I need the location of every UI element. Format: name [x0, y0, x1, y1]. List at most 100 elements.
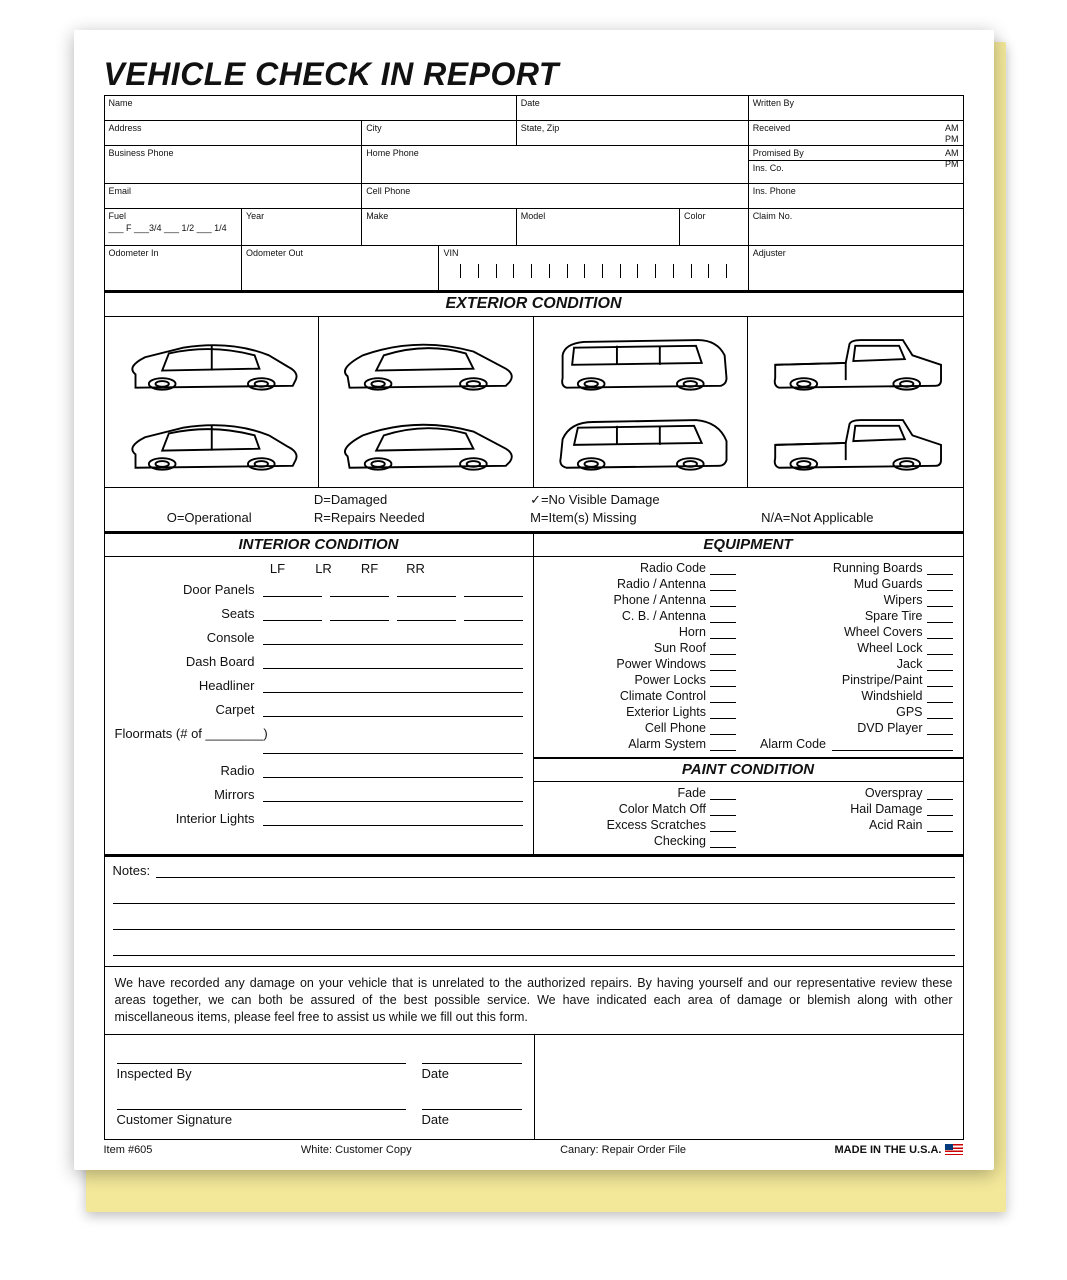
- blank[interactable]: [927, 804, 953, 816]
- fld-busphone[interactable]: Business Phone: [104, 146, 362, 184]
- lbl-am: AM: [945, 123, 959, 133]
- blank[interactable]: [464, 584, 523, 597]
- blank[interactable]: [927, 820, 953, 832]
- signature-blank[interactable]: [534, 1035, 963, 1139]
- blank[interactable]: [927, 659, 953, 671]
- fld-adjuster[interactable]: Adjuster: [748, 246, 963, 291]
- blank[interactable]: [263, 632, 523, 645]
- lbl-interior: Mirrors: [115, 787, 255, 802]
- fld-claimno[interactable]: Claim No.: [748, 209, 963, 246]
- lbl-equip: Sun Roof: [544, 641, 707, 655]
- hdr-equipment: EQUIPMENT: [534, 534, 963, 557]
- blank[interactable]: [263, 789, 523, 802]
- fld-homephone[interactable]: Home Phone: [362, 146, 749, 184]
- blank[interactable]: [263, 704, 523, 717]
- blank[interactable]: [927, 611, 953, 623]
- form-sheet: VEHICLE CHECK IN REPORT Name Date Writte…: [74, 30, 994, 1170]
- blank[interactable]: [927, 707, 953, 719]
- blank[interactable]: [710, 723, 736, 735]
- fld-insp-date[interactable]: Date: [422, 1063, 522, 1081]
- fld-custsig[interactable]: Customer Signature: [117, 1109, 406, 1127]
- blank[interactable]: [263, 741, 523, 754]
- fld-inspectedby[interactable]: Inspected By: [117, 1063, 406, 1081]
- lbl-floormats: Floormats (# of ________): [115, 726, 523, 741]
- fld-make[interactable]: Make: [362, 209, 517, 246]
- blank[interactable]: [263, 765, 523, 778]
- blank[interactable]: [927, 675, 953, 687]
- fld-vin[interactable]: VIN: [439, 246, 748, 291]
- lbl-equip: Radio / Antenna: [544, 577, 707, 591]
- blank[interactable]: [330, 584, 389, 597]
- blank[interactable]: [710, 707, 736, 719]
- fld-insco[interactable]: Ins. Co.: [748, 161, 963, 184]
- blank[interactable]: [397, 608, 456, 621]
- lbl-equip: Fade: [544, 786, 707, 800]
- blank[interactable]: [710, 836, 736, 848]
- lbl-equip: Power Windows: [544, 657, 707, 671]
- fld-color[interactable]: Color: [679, 209, 748, 246]
- notes-line-2[interactable]: [113, 890, 955, 904]
- blank[interactable]: [710, 691, 736, 703]
- fld-odoin[interactable]: Odometer In: [104, 246, 241, 291]
- blank[interactable]: [710, 675, 736, 687]
- blank[interactable]: [263, 584, 322, 597]
- blank[interactable]: [263, 656, 523, 669]
- fld-writtenby[interactable]: Written By: [748, 96, 963, 121]
- blank[interactable]: [710, 595, 736, 607]
- blank[interactable]: [927, 723, 953, 735]
- blank[interactable]: [263, 680, 523, 693]
- fld-fuel[interactable]: Fuel ___ F ___3/4 ___ 1/2 ___ 1/4: [104, 209, 241, 246]
- notes-line-3[interactable]: [113, 916, 955, 930]
- hdr-lr: LR: [301, 561, 347, 576]
- blank[interactable]: [927, 595, 953, 607]
- blank[interactable]: [263, 813, 523, 826]
- blank[interactable]: [397, 584, 456, 597]
- blank[interactable]: [710, 627, 736, 639]
- fld-year[interactable]: Year: [241, 209, 361, 246]
- fld-sig-date[interactable]: Date: [422, 1109, 522, 1127]
- fld-insphone[interactable]: Ins. Phone: [748, 184, 963, 209]
- blank[interactable]: [927, 691, 953, 703]
- fld-odoout[interactable]: Odometer Out: [241, 246, 439, 291]
- blank[interactable]: [710, 739, 736, 751]
- blank[interactable]: [710, 659, 736, 671]
- blank[interactable]: [710, 804, 736, 816]
- fld-date[interactable]: Date: [516, 96, 748, 121]
- car-truck[interactable]: [748, 317, 963, 487]
- lbl-equip: Power Locks: [544, 673, 707, 687]
- notes-line-1[interactable]: [156, 864, 954, 878]
- blank[interactable]: [927, 563, 953, 575]
- blank[interactable]: [927, 643, 953, 655]
- blank[interactable]: [710, 579, 736, 591]
- fld-received[interactable]: Received AMPM: [748, 121, 963, 146]
- hdr-interior: INTERIOR CONDITION: [105, 534, 533, 557]
- blank[interactable]: [464, 608, 523, 621]
- blank[interactable]: [710, 643, 736, 655]
- notes-line-4[interactable]: [113, 942, 955, 956]
- fld-statezip[interactable]: State, Zip: [516, 121, 748, 146]
- fld-address[interactable]: Address: [104, 121, 362, 146]
- blank[interactable]: [927, 788, 953, 800]
- car-van[interactable]: [534, 317, 749, 487]
- fld-model[interactable]: Model: [516, 209, 679, 246]
- car-sedan[interactable]: [105, 317, 320, 487]
- blank[interactable]: [710, 611, 736, 623]
- fld-promisedby[interactable]: Promised By AMPM: [748, 146, 963, 161]
- lbl-equip: Hail Damage: [760, 802, 923, 816]
- lbl-equip: Acid Rain: [760, 818, 923, 832]
- hdr-lf: LF: [255, 561, 301, 576]
- blank[interactable]: [330, 608, 389, 621]
- blank[interactable]: [927, 579, 953, 591]
- car-coupe[interactable]: [319, 317, 534, 487]
- blank[interactable]: [710, 820, 736, 832]
- blank[interactable]: [710, 788, 736, 800]
- fld-cellphone[interactable]: Cell Phone: [362, 184, 749, 209]
- fld-name[interactable]: Name: [104, 96, 516, 121]
- fld-email[interactable]: Email: [104, 184, 362, 209]
- blank[interactable]: [263, 608, 322, 621]
- blank-alarmcode[interactable]: [832, 738, 953, 751]
- fld-city[interactable]: City: [362, 121, 517, 146]
- blank[interactable]: [927, 627, 953, 639]
- lbl-equip: Color Match Off: [544, 802, 707, 816]
- blank[interactable]: [710, 563, 736, 575]
